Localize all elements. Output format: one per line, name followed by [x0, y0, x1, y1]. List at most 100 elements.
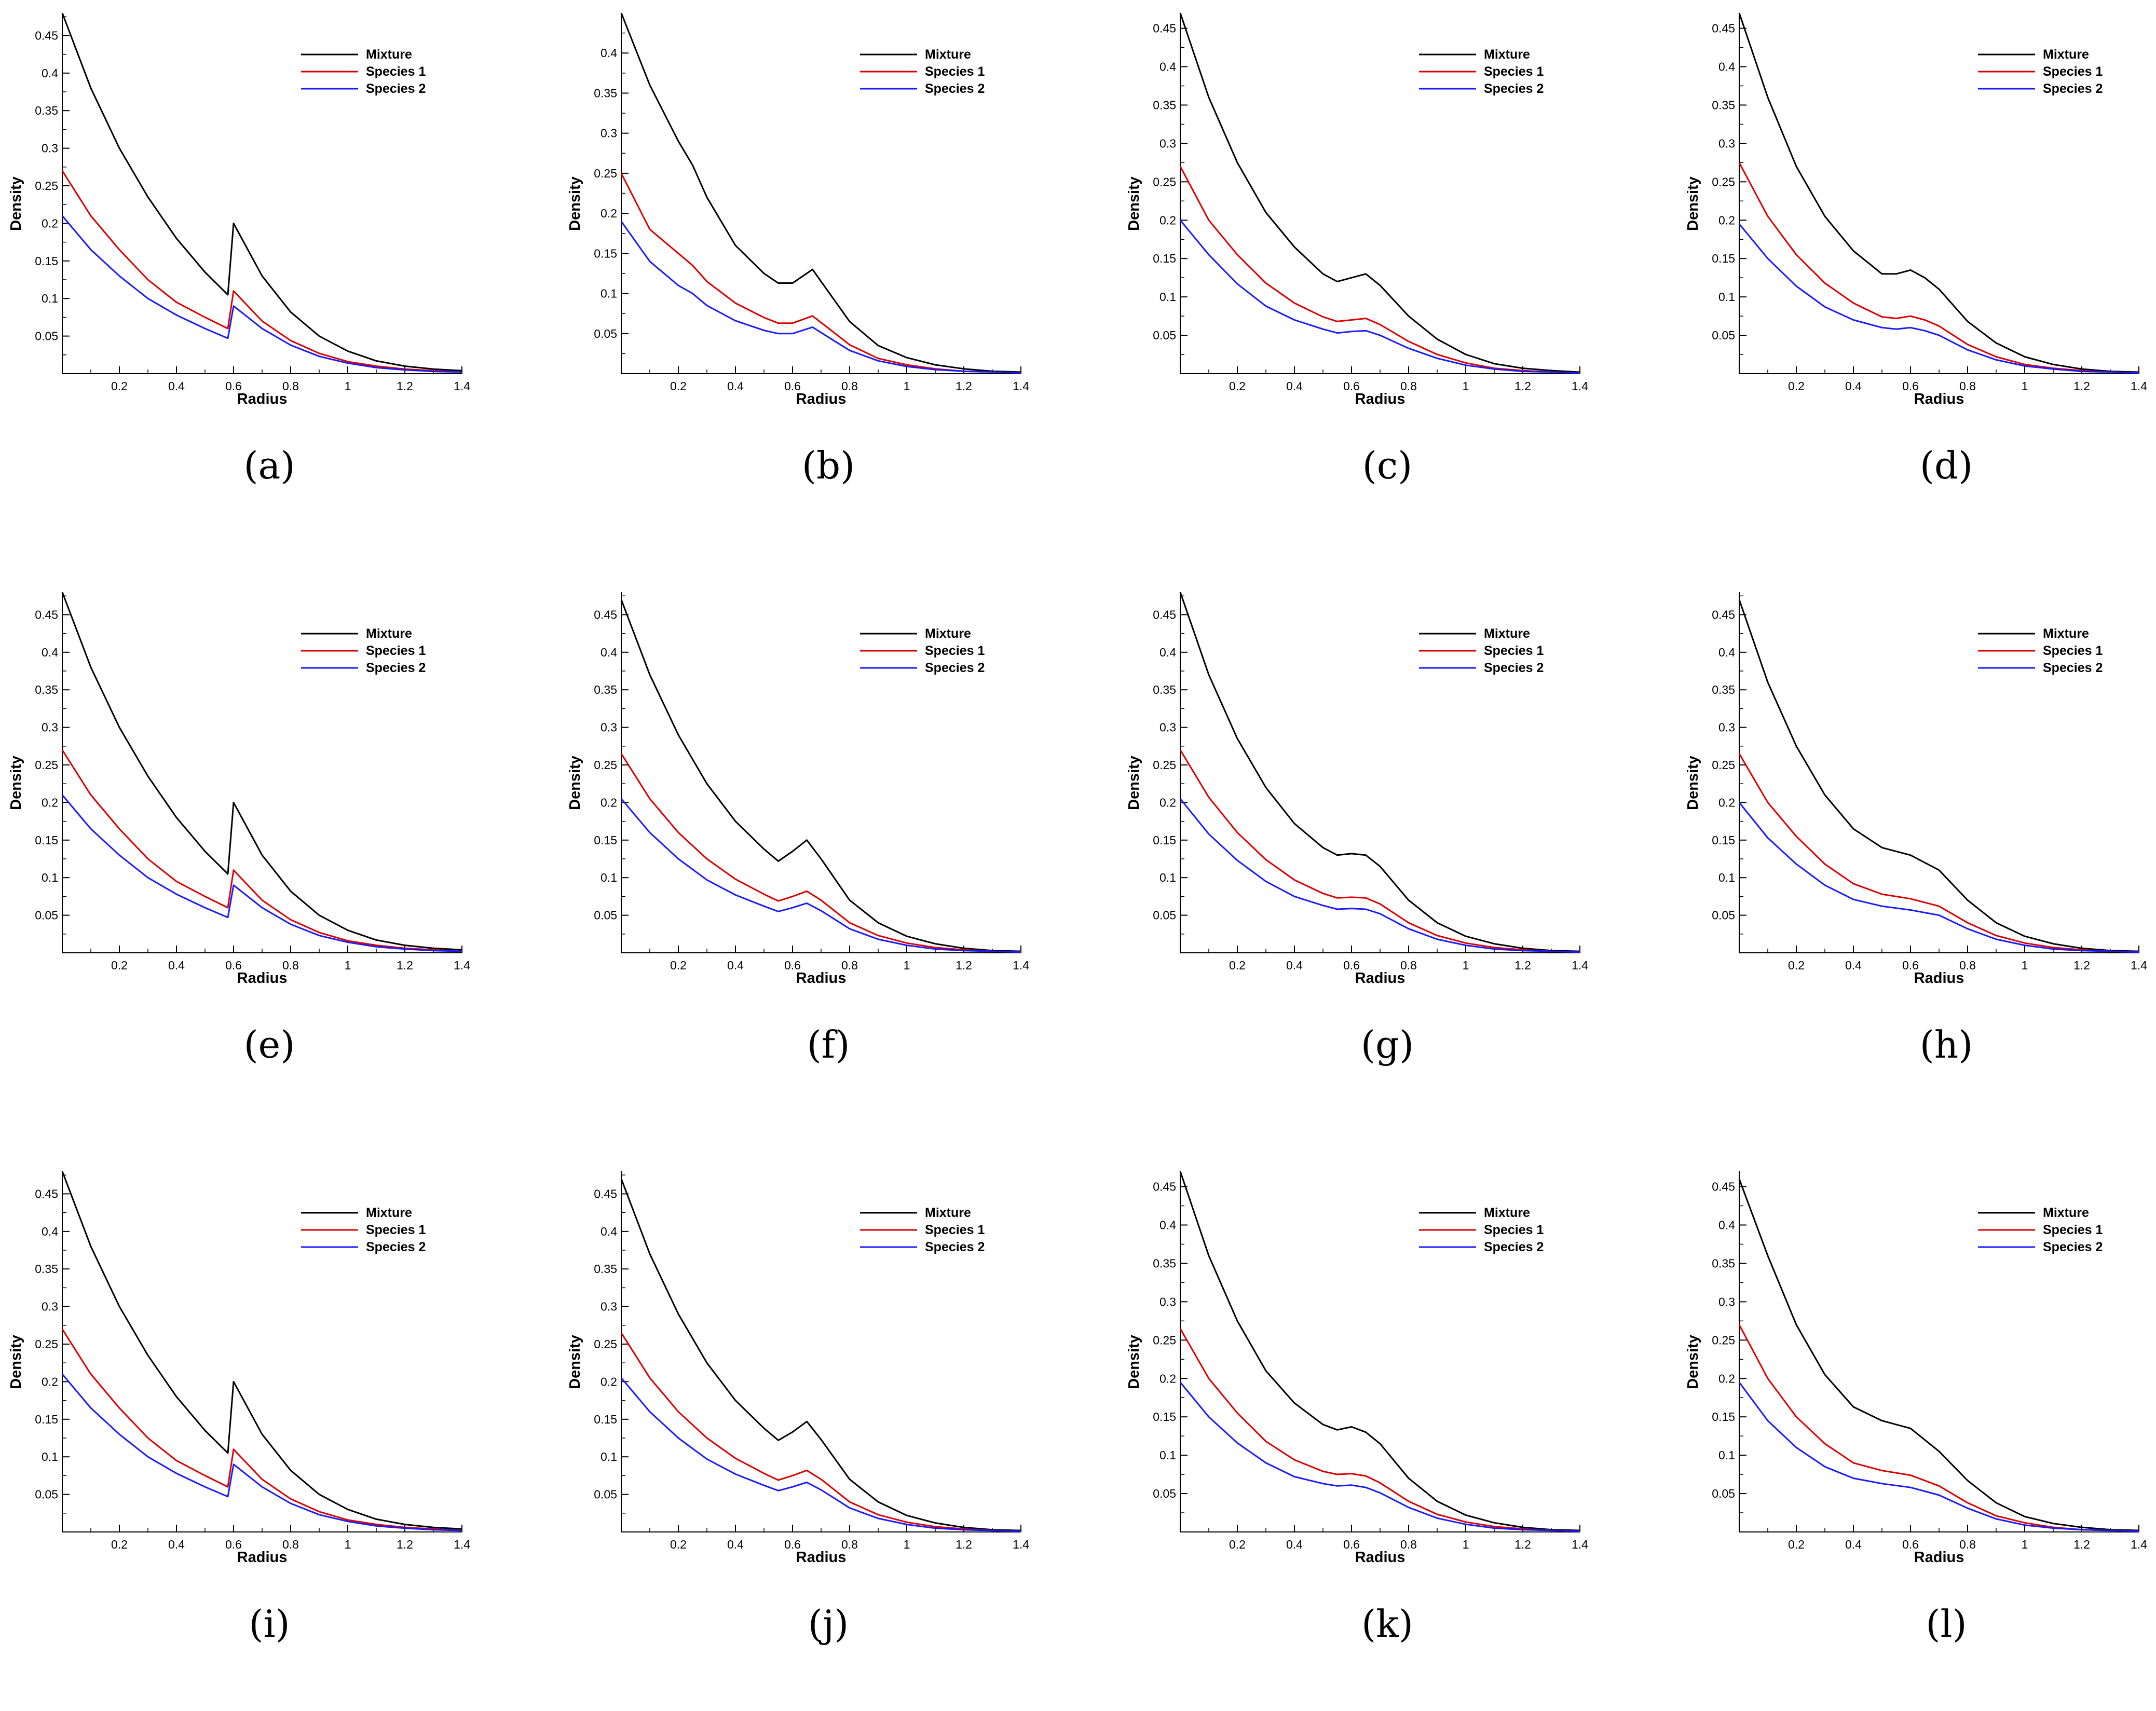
panel-caption: (d): [1919, 444, 1973, 487]
y-axis-label: Density: [8, 176, 24, 231]
x-tick-label: 0.8: [1400, 959, 1417, 972]
y-tick-label: 0.45: [1712, 1180, 1735, 1194]
x-tick-label: 0.2: [670, 959, 687, 972]
series-line-species2: [620, 221, 1021, 374]
legend-label: Species 1: [2043, 64, 2103, 79]
x-tick-label: 0.4: [168, 1538, 185, 1551]
x-tick-label: 1.4: [1013, 379, 1029, 393]
x-tick-label: 0.6: [784, 379, 801, 393]
x-tick-label: 0.4: [727, 1538, 744, 1551]
series-line-mixture: [61, 12, 462, 372]
x-tick-label: 0.8: [841, 959, 858, 972]
series-line-species1: [620, 753, 1021, 953]
y-tick-label: 0.1: [1159, 290, 1176, 304]
y-tick-label: 0.05: [35, 909, 58, 922]
x-tick-label: 1: [904, 959, 910, 972]
y-tick-label: 0.3: [1718, 721, 1735, 734]
x-tick-label: 0.4: [1845, 1538, 1862, 1551]
x-tick-label: 0.6: [225, 1538, 242, 1551]
x-axis-label: Radius: [1914, 391, 1964, 407]
series-line-species2: [620, 798, 1021, 953]
series-line-mixture: [620, 1178, 1021, 1531]
y-tick-label: 0.45: [594, 1187, 617, 1200]
y-tick-label: 0.45: [35, 608, 58, 621]
x-tick-label: 0.2: [111, 1538, 128, 1551]
series-line-mixture: [1179, 1171, 1580, 1531]
series-line-mixture: [1738, 599, 2139, 952]
y-tick-label: 0.35: [594, 86, 617, 100]
legend-label: Mixture: [2043, 626, 2089, 641]
series-line-species2: [1738, 1381, 2139, 1532]
series-line-species2: [620, 1377, 1021, 1532]
chart-svg: 0.05 0.1 0.15 0.2 0.25 0.3 0.35 0.4 0.45 0.2 0.4 0.…: [1685, 12, 2147, 407]
legend-label: Species 1: [366, 644, 426, 658]
y-tick-label: 0.1: [1159, 871, 1176, 884]
x-tick-label: 0.6: [225, 959, 242, 972]
series-line-species1: [1179, 1328, 1580, 1532]
y-tick-label: 0.3: [601, 721, 617, 734]
chart-panel: 0.05 0.1 0.15 0.2 0.25 0.3 0.35 0.4 0.45 0.2 0.4 0.…: [0, 1158, 539, 1711]
legend-label: Mixture: [366, 1206, 412, 1220]
legend-label: Mixture: [925, 1206, 971, 1220]
legend-label: Species 1: [925, 644, 985, 658]
y-tick-label: 0.15: [1712, 252, 1735, 265]
chart-panel: 0.05 0.1 0.15 0.2 0.25 0.3 0.35 0.4 0.45 0.2 0.4 0.…: [1118, 579, 1657, 1132]
series-line-species1: [61, 749, 462, 952]
y-tick-label: 0.2: [1718, 1372, 1735, 1385]
y-tick-label: 0.4: [1718, 60, 1735, 74]
y-tick-label: 0.05: [594, 327, 617, 340]
y-tick-label: 0.4: [1159, 60, 1176, 74]
legend-label: Mixture: [925, 626, 971, 641]
y-tick-label: 0.3: [1159, 1295, 1176, 1308]
legend-label: Species 2: [2043, 81, 2103, 96]
y-tick-label: 0.1: [1718, 1448, 1735, 1462]
x-axis-label: Radius: [1914, 1549, 1964, 1566]
y-tick-label: 0.1: [42, 871, 58, 884]
legend-label: Mixture: [2043, 47, 2089, 62]
x-tick-label: 1: [345, 379, 351, 393]
y-tick-label: 0.05: [1712, 909, 1735, 922]
x-axis-label: Radius: [796, 970, 847, 987]
y-tick-label: 0.1: [1718, 871, 1735, 884]
y-tick-label: 0.05: [594, 909, 617, 922]
y-tick-label: 0.25: [594, 1337, 617, 1351]
x-tick-label: 0.4: [168, 379, 185, 393]
x-tick-label: 1.2: [956, 959, 972, 972]
y-tick-label: 0.35: [1712, 1256, 1735, 1270]
y-tick-label: 0.05: [1712, 328, 1735, 342]
y-tick-label: 0.1: [1718, 290, 1735, 304]
x-tick-label: 0.6: [1902, 1538, 1919, 1551]
y-tick-label: 0.4: [42, 66, 58, 80]
x-tick-label: 1.2: [1514, 959, 1531, 972]
legend-label: Species 1: [2043, 1223, 2103, 1237]
panel-caption: (h): [1919, 1023, 1973, 1066]
y-tick-label: 0.35: [1153, 98, 1176, 112]
y-tick-label: 0.4: [1718, 1219, 1735, 1232]
x-tick-label: 1.2: [397, 959, 413, 972]
x-tick-label: 0.6: [1902, 959, 1919, 972]
y-tick-label: 0.15: [1712, 1410, 1735, 1423]
y-tick-label: 0.15: [594, 833, 617, 847]
x-tick-label: 0.8: [1959, 1538, 1976, 1551]
y-tick-label: 0.35: [35, 1262, 58, 1276]
x-tick-label: 1.4: [454, 959, 470, 972]
y-tick-label: 0.2: [1159, 1372, 1176, 1385]
y-tick-label: 0.25: [1153, 758, 1176, 772]
x-tick-label: 0.2: [670, 379, 687, 393]
x-tick-label: 0.6: [1343, 959, 1360, 972]
x-tick-label: 0.4: [1286, 959, 1303, 972]
x-tick-label: 0.4: [1286, 379, 1303, 393]
chart-svg: 0.05 0.1 0.15 0.2 0.25 0.3 0.35 0.4 0.45 0.2 0.4 0.…: [1685, 1171, 2147, 1566]
y-tick-label: 0.15: [1153, 833, 1176, 847]
panel-caption: (g): [1360, 1023, 1414, 1066]
y-tick-label: 0.25: [35, 179, 58, 193]
y-tick-label: 0.05: [594, 1488, 617, 1501]
y-tick-label: 0.45: [594, 608, 617, 621]
x-axis-label: Radius: [237, 970, 288, 987]
y-tick-label: 0.05: [1153, 909, 1176, 922]
x-tick-label: 0.2: [1229, 1538, 1246, 1551]
series-line-mixture: [1738, 1179, 2139, 1531]
x-tick-label: 0.6: [1343, 379, 1360, 393]
x-tick-label: 1.4: [2131, 1538, 2147, 1551]
y-axis-label: Density: [567, 756, 583, 810]
